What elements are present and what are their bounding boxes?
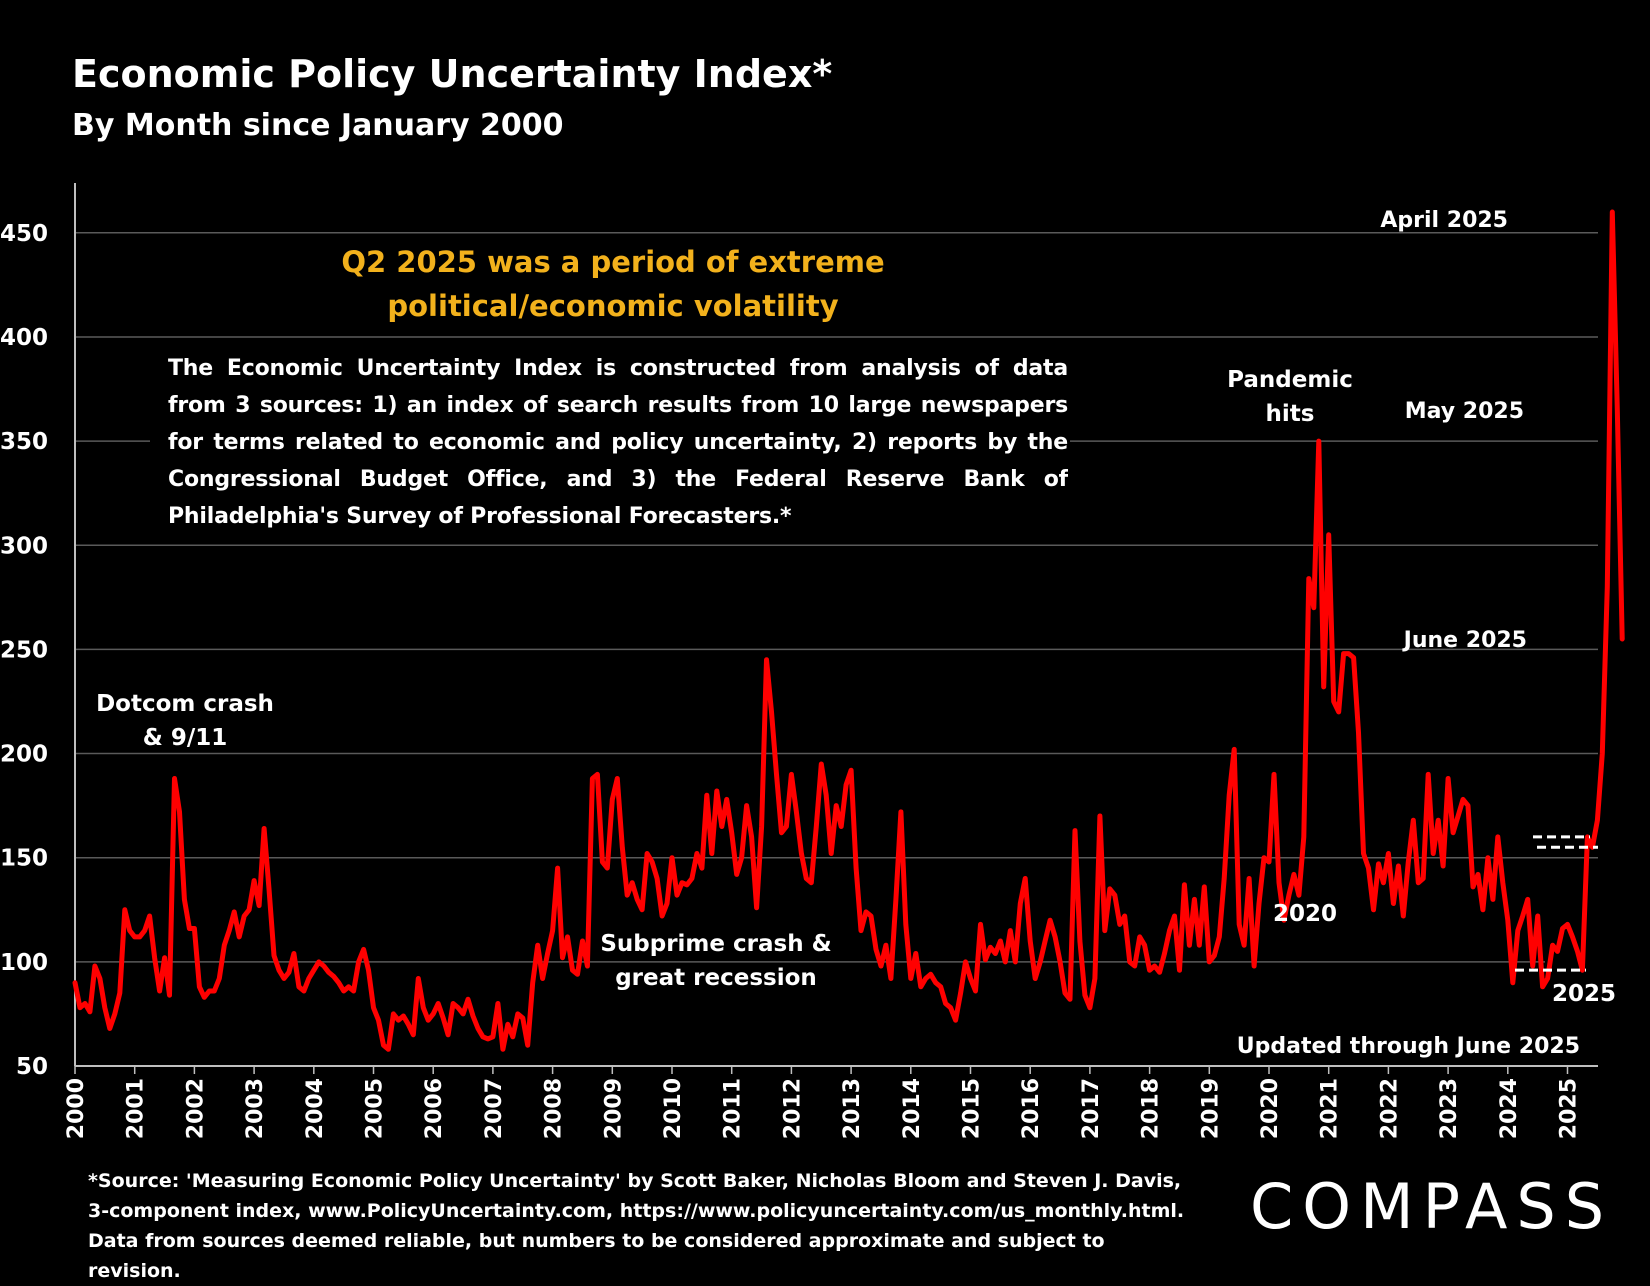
y-tick-label: 350 <box>0 429 48 455</box>
x-tick-label: 2019 <box>1198 1078 1223 1139</box>
dotcom-label-line-1: Dotcom crash <box>96 691 274 717</box>
x-tick-label: 2013 <box>840 1078 865 1139</box>
subprime-label-line-1: Subprime crash & <box>600 931 831 957</box>
may-2025-label: May 2025 <box>1405 399 1524 424</box>
x-tick-label: 2000 <box>64 1078 89 1139</box>
source-footnote: *Source: 'Measuring Economic Policy Unce… <box>88 1170 1185 1282</box>
x-tick-label: 2011 <box>721 1078 746 1139</box>
annotation-backdrop <box>1395 600 1555 630</box>
annotation-backdrop <box>1390 382 1550 412</box>
pandemic-label-line-2: hits <box>1266 401 1315 427</box>
annotation-backdrop <box>95 676 285 746</box>
x-tick-label: 2005 <box>363 1078 388 1139</box>
annotation-backdrop <box>1370 200 1522 230</box>
x-tick-label: 2004 <box>303 1078 328 1139</box>
x-tick-label: 2023 <box>1437 1078 1462 1139</box>
y-tick-label: 400 <box>0 325 48 351</box>
year-2025-label: 2025 <box>1552 981 1616 1007</box>
april-2025-label: April 2025 <box>1380 208 1508 233</box>
x-tick-label: 2001 <box>124 1078 149 1139</box>
x-tick-label: 2002 <box>183 1078 208 1139</box>
y-tick-label: 300 <box>0 533 48 559</box>
annotation-backdrop <box>150 345 1070 525</box>
x-tick-label: 2018 <box>1139 1078 1164 1139</box>
x-tick-label: 2025 <box>1557 1078 1582 1139</box>
x-tick-label: 2016 <box>1019 1078 1044 1139</box>
x-tick-label: 2022 <box>1377 1078 1402 1139</box>
y-tick-label: 200 <box>0 742 48 768</box>
series-line-epu-index <box>72 209 1625 1052</box>
y-tick-label: 150 <box>0 846 48 872</box>
x-tick-label: 2024 <box>1497 1078 1522 1139</box>
year-2020-label: 2020 <box>1273 901 1337 927</box>
x-tick-label: 2014 <box>900 1078 925 1139</box>
description-text: The Economic Uncertainty Index is constr… <box>168 356 1068 529</box>
y-tick-label: 50 <box>16 1054 48 1080</box>
x-tick-label: 2009 <box>601 1078 626 1139</box>
x-tick-label: 2020 <box>1258 1078 1283 1139</box>
chart-title: Economic Policy Uncertainty Index* <box>72 52 833 96</box>
description-box: The Economic Uncertainty Index is constr… <box>168 356 1068 529</box>
headline-line-1: Q2 2025 was a period of extreme <box>341 245 884 279</box>
subprime-label-line-2: great recession <box>615 965 817 991</box>
annotation-backdrop <box>1170 1022 1620 1058</box>
updated-through-label: Updated through June 2025 <box>1237 1034 1580 1059</box>
gridlines <box>75 232 1598 963</box>
june-2025-label: June 2025 <box>1402 628 1527 653</box>
y-tick-label: 450 <box>0 221 48 247</box>
annotation-backdrop <box>1214 356 1340 432</box>
x-tick-label: 2015 <box>960 1078 985 1139</box>
x-tick-label: 2003 <box>243 1078 268 1139</box>
annotation-backdrop <box>345 236 885 320</box>
x-tick-label: 2017 <box>1079 1078 1104 1139</box>
pandemic-label-line-1: Pandemic <box>1227 367 1353 393</box>
dotcom-label-line-2: & 9/11 <box>143 725 227 751</box>
y-tick-label: 100 <box>0 950 48 976</box>
x-tick-label: 2012 <box>780 1078 805 1139</box>
x-tick-label: 2006 <box>422 1078 447 1139</box>
chart-subtitle: By Month since January 2000 <box>72 108 564 143</box>
x-tick-label: 2007 <box>482 1078 507 1139</box>
x-tick-label: 2010 <box>661 1078 686 1139</box>
headline-line-2: political/economic volatility <box>387 289 838 323</box>
compass-logo: COMPASS <box>1250 1170 1614 1243</box>
x-tick-label: 2021 <box>1318 1078 1343 1139</box>
x-tick-label: 2008 <box>542 1078 567 1139</box>
y-tick-label: 250 <box>0 637 48 663</box>
